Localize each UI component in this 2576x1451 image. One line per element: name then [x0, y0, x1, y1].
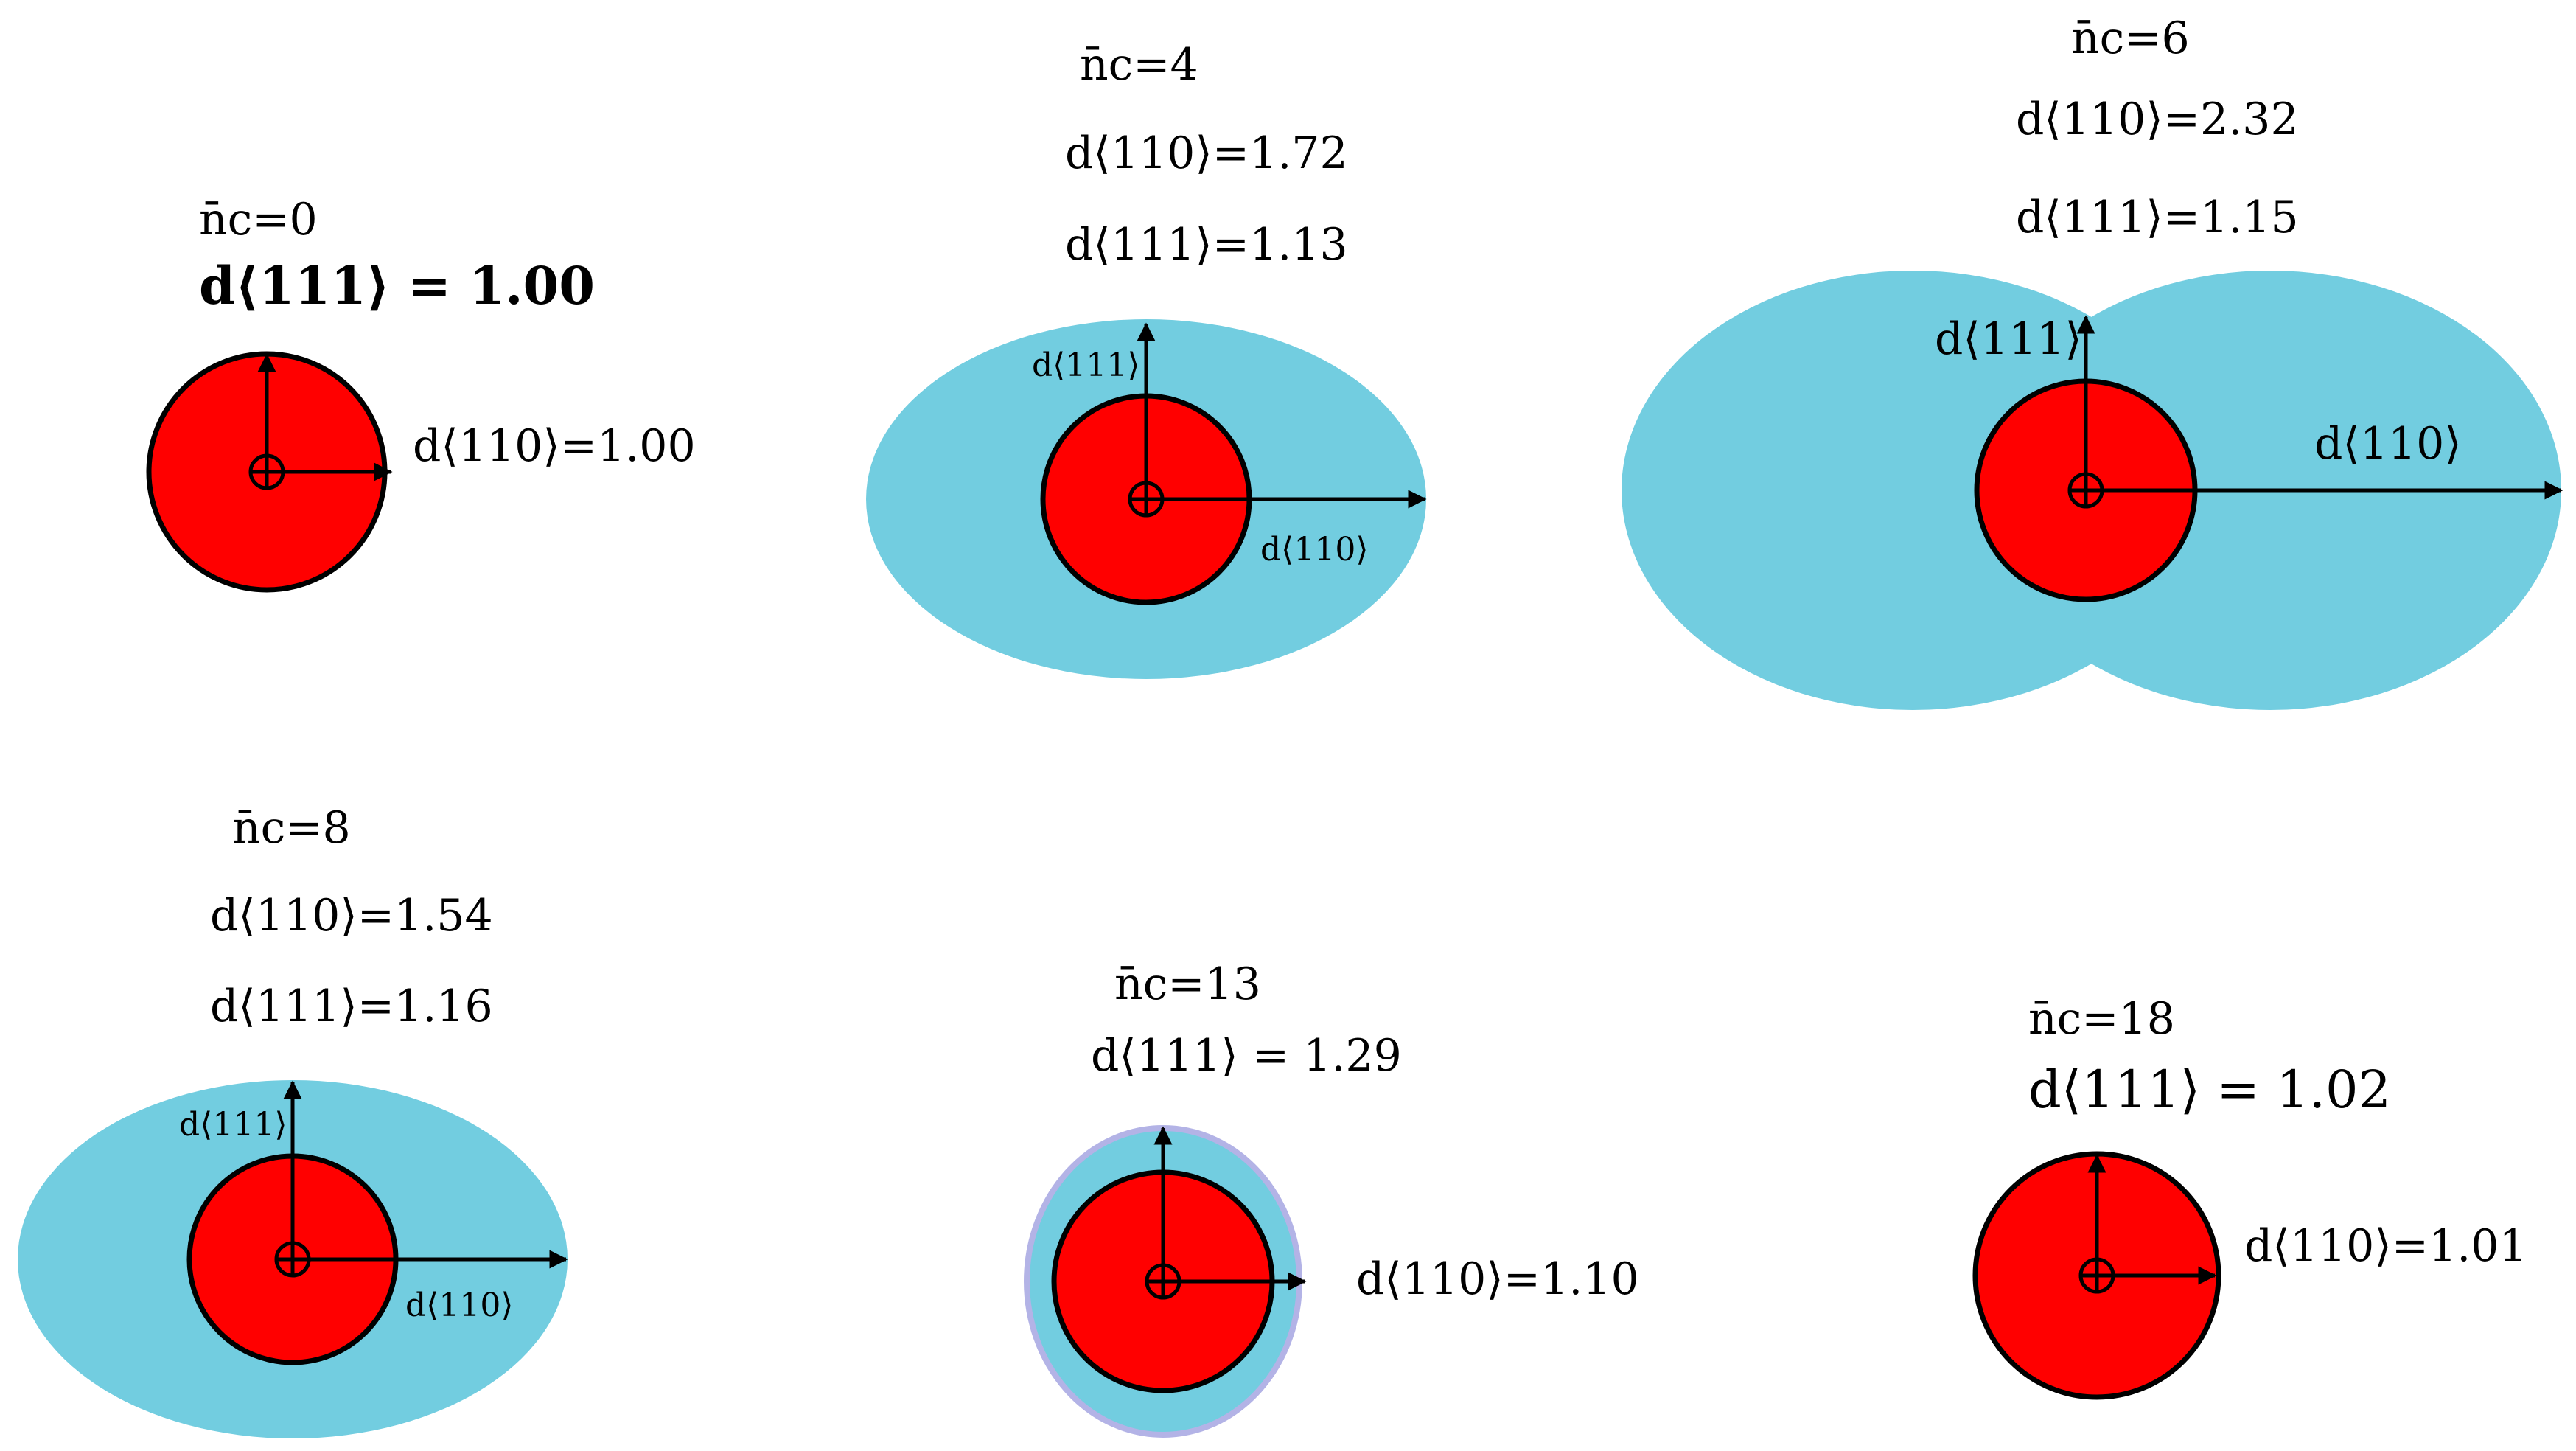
panel-nc-18: n̄c=18 d⟨111⟩ = 1.02 d⟨110⟩=1.01	[1972, 993, 2527, 1400]
d110-label: d⟨110⟩=1.10	[1356, 1253, 1639, 1305]
d110-axis-label: d⟨110⟩	[405, 1287, 513, 1324]
panel-nc-0: n̄c=0 d⟨111⟩ = 1.00 d⟨110⟩=1.00	[146, 194, 696, 593]
d111-label: d⟨111⟩=1.15	[2016, 192, 2299, 243]
d111-axis-label: d⟨111⟩	[1032, 347, 1139, 384]
center-marker-icon	[274, 1241, 311, 1278]
center-marker-icon	[2078, 1257, 2115, 1294]
d110-label: d⟨110⟩=1.00	[413, 420, 696, 472]
d111-label: d⟨111⟩ = 1.02	[2028, 1059, 2391, 1120]
d111-label: d⟨111⟩ = 1.00	[199, 255, 595, 316]
center-marker-icon	[1145, 1263, 1181, 1300]
d111-label: d⟨111⟩=1.16	[210, 981, 493, 1032]
nc-label: n̄c=8	[232, 802, 351, 854]
panel-nc-8: n̄c=8 d⟨110⟩=1.54 d⟨111⟩=1.16 d⟨111⟩ d⟨1…	[18, 802, 568, 1438]
panel-nc-13: n̄c=13 d⟨111⟩ = 1.29 d⟨110⟩=1.10	[1024, 958, 1639, 1438]
d111-axis-label: d⟨111⟩	[179, 1106, 287, 1144]
center-marker-icon	[1128, 481, 1165, 518]
d110-axis-label: d⟨110⟩	[1260, 531, 1368, 568]
panel-nc-4: n̄c=4 d⟨110⟩=1.72 d⟨111⟩=1.13 d⟨111⟩ d⟨1…	[866, 39, 1427, 679]
d110-label: d⟨110⟩=1.72	[1065, 128, 1348, 179]
nc-label: n̄c=0	[199, 194, 318, 246]
d111-axis-label: d⟨111⟩	[1935, 313, 2082, 365]
d110-label: d⟨110⟩=1.54	[210, 890, 493, 942]
nc-label: n̄c=13	[1114, 958, 1261, 1010]
center-marker-icon	[2067, 472, 2104, 509]
center-marker-icon	[248, 453, 285, 490]
d111-label: d⟨111⟩ = 1.29	[1091, 1030, 1402, 1082]
panel-nc-6: n̄c=6 d⟨110⟩=2.32 d⟨111⟩=1.15 d⟨111⟩ d⟨1…	[1622, 13, 2563, 710]
d110-label: d⟨110⟩=2.32	[2016, 94, 2299, 145]
nc-label: n̄c=18	[2028, 993, 2175, 1045]
nc-label: n̄c=4	[1080, 39, 1198, 91]
nc-label: n̄c=6	[2071, 13, 2190, 64]
d110-axis-label: d⟨110⟩	[2314, 418, 2462, 470]
d111-label: d⟨111⟩=1.13	[1065, 219, 1348, 271]
d110-label: d⟨110⟩=1.01	[2244, 1220, 2527, 1272]
